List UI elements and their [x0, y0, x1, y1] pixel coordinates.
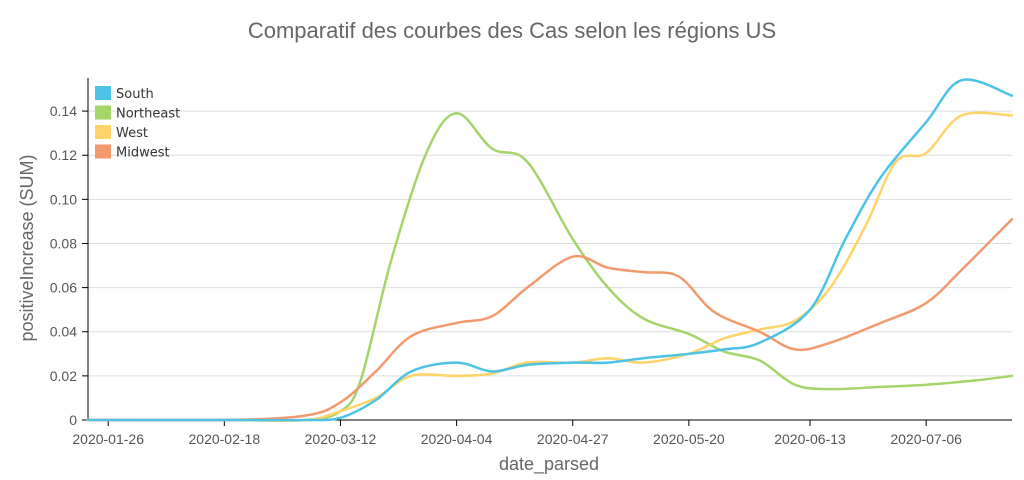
axes: 0 0.02 0.04 0.06 0.08 0.10 0.12 0.14 2020-01-26 2…: [50, 78, 1012, 447]
x-axis-label: date_parsed: [499, 454, 599, 475]
legend: South Northeast West Midwest: [95, 86, 180, 161]
series-line-northeast: [86, 112, 1014, 422]
x-tick-label: 2020-07-06: [890, 431, 962, 447]
series-line-midwest: [86, 217, 1014, 422]
y-tick-label: 0.08: [50, 235, 77, 251]
x-tick-label: 2020-02-18: [189, 431, 261, 447]
y-tick-label: 0.14: [50, 103, 77, 119]
legend-swatch-northeast: [95, 105, 111, 120]
x-tick-label: 2020-06-13: [774, 431, 846, 447]
legend-label-south: South: [116, 87, 154, 102]
x-tick-label: 2020-04-04: [421, 431, 493, 447]
series-line-west: [86, 111, 1014, 422]
series-line-south: [86, 78, 1014, 422]
y-tick-label: 0.02: [50, 368, 77, 384]
legend-label-northeast: Northeast: [116, 107, 180, 122]
legend-label-midwest: Midwest: [116, 146, 170, 161]
x-tick-label: 2020-05-20: [653, 431, 725, 447]
y-tick-label: 0: [69, 412, 77, 428]
y-tick-label: 0.10: [50, 191, 77, 207]
chart-title: Comparatif des courbes des Cas selon les…: [248, 18, 776, 43]
y-axis-label: positiveIncrease (SUM): [17, 154, 37, 341]
grid: [88, 110, 1012, 377]
x-tick-label: 2020-01-26: [72, 431, 144, 447]
x-tick-label: 2020-04-27: [537, 431, 609, 447]
legend-swatch-west: [95, 125, 111, 139]
y-tick-label: 0.04: [50, 324, 77, 340]
y-tick-label: 0.12: [50, 147, 77, 163]
legend-swatch-midwest: [95, 144, 111, 159]
legend-label-west: West: [116, 126, 148, 141]
y-tick-label: 0.06: [50, 280, 77, 296]
legend-swatch-south: [95, 86, 111, 100]
series-lines: [86, 78, 1014, 422]
x-tick-label: 2020-03-12: [305, 431, 377, 447]
